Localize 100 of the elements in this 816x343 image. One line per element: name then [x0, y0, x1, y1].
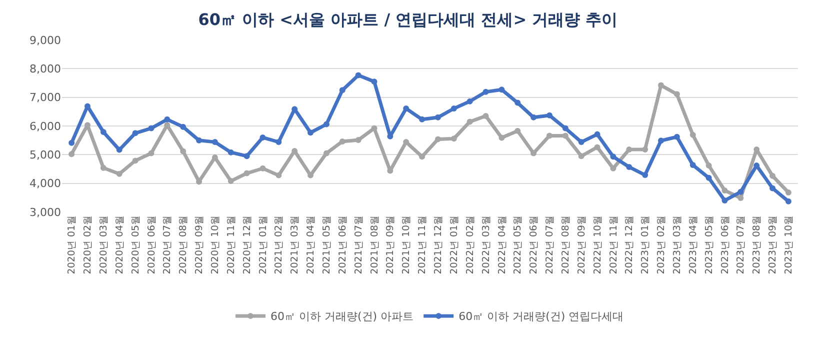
point — [498, 134, 505, 141]
point — [116, 170, 122, 177]
point — [706, 174, 712, 181]
y-tick-label: 3,000 — [30, 206, 61, 219]
y-tick-label: 7,000 — [30, 91, 61, 104]
y-tick-label: 4,000 — [30, 177, 61, 190]
x-tick-label: 2021년 03월 — [290, 214, 301, 274]
point — [578, 139, 584, 146]
point — [419, 154, 426, 160]
point — [68, 151, 75, 158]
point — [403, 106, 410, 112]
x-tick-label: 2022년 01월 — [448, 214, 460, 274]
legend-label: 60㎡ 이하 거래량(건) 연립다세대 — [458, 310, 624, 324]
point — [785, 190, 792, 196]
x-tick-label: 2022년 02월 — [464, 214, 476, 274]
x-tick-label: 2020년 01월 — [66, 214, 78, 274]
x-tick-label: 2022년 11월 — [608, 214, 620, 274]
point — [546, 132, 552, 139]
point — [690, 162, 696, 168]
point — [514, 100, 521, 106]
x-tick-label: 2020년 12월 — [242, 214, 253, 274]
x-tick-label: 2020년 02월 — [82, 214, 94, 274]
x-tick-label: 2020년 05월 — [130, 214, 142, 274]
point — [244, 153, 250, 160]
chart-title: 60㎡ 이하 <서울 아파트 / 연립다세대 전세> 거래량 추이 — [198, 10, 618, 29]
x-tick-label: 2020년 04월 — [114, 214, 126, 274]
point — [244, 170, 250, 176]
point — [180, 148, 186, 154]
x-tick-label: 2020년 03월 — [98, 214, 110, 274]
point — [626, 164, 632, 170]
x-tick-label: 2022년 04월 — [496, 214, 508, 274]
x-tick-label: 2022년 05월 — [512, 214, 524, 274]
x-tick-label: 2023년 04월 — [688, 214, 699, 274]
point — [674, 91, 680, 98]
point — [785, 198, 792, 204]
x-tick-label: 2023년 10월 — [784, 214, 795, 274]
point — [260, 134, 266, 140]
point — [610, 165, 616, 172]
point — [466, 118, 473, 125]
point — [562, 132, 568, 139]
point — [434, 136, 441, 142]
x-tick-label: 2020년 09월 — [194, 214, 206, 274]
point — [148, 150, 154, 156]
x-tick-label: 2022년 06월 — [528, 214, 540, 274]
point — [562, 125, 568, 132]
point — [355, 72, 362, 78]
x-tick-label: 2022년 08월 — [560, 214, 572, 274]
x-tick-label: 2022년 12월 — [624, 214, 636, 274]
x-tick-label: 2020년 06월 — [146, 214, 158, 274]
point — [148, 125, 154, 132]
x-tick-label: 2021년 12월 — [433, 214, 444, 274]
point — [323, 121, 330, 128]
x-tick-label: 2023년 06월 — [720, 214, 731, 274]
point — [132, 130, 138, 136]
point — [196, 137, 202, 144]
x-tick-label: 2021년 06월 — [337, 214, 348, 274]
point — [371, 78, 378, 85]
x-tick-label: 2023년 07월 — [736, 214, 747, 274]
point — [228, 149, 234, 156]
x-tick-label: 2023년 02월 — [656, 214, 668, 274]
point — [498, 86, 505, 93]
x-tick-label: 2021년 09월 — [385, 214, 396, 274]
x-tick-label: 2021년 07월 — [353, 214, 364, 274]
point — [546, 112, 552, 118]
point — [770, 172, 776, 179]
point — [658, 138, 664, 144]
point — [594, 144, 600, 150]
x-tick-label: 2021년 01월 — [258, 214, 269, 274]
point — [674, 134, 680, 140]
point — [482, 112, 489, 119]
point — [578, 153, 584, 160]
point — [722, 188, 728, 194]
x-tick-label: 2020년 07월 — [162, 214, 174, 274]
x-tick-label: 2022년 07월 — [544, 214, 556, 274]
point — [706, 162, 712, 169]
point — [610, 154, 616, 160]
point — [100, 164, 106, 171]
x-tick-label: 2020년 11월 — [226, 214, 237, 274]
point — [738, 188, 744, 195]
point — [260, 165, 266, 172]
point — [722, 198, 728, 204]
point — [339, 87, 346, 94]
point — [450, 106, 457, 112]
point — [642, 146, 648, 153]
x-tick-label: 2021년 02월 — [274, 214, 285, 274]
point — [180, 124, 186, 130]
x-tick-label: 2021년 10월 — [401, 214, 412, 274]
point — [690, 132, 696, 138]
point — [419, 116, 426, 122]
point — [100, 129, 106, 136]
point — [339, 138, 346, 144]
point — [323, 150, 330, 156]
point — [68, 140, 75, 146]
point — [530, 150, 537, 156]
x-tick-label: 2023년 01월 — [640, 214, 652, 274]
point — [642, 172, 648, 178]
point — [434, 114, 441, 120]
x-tick-label: 2021년 11월 — [417, 214, 428, 274]
point — [530, 114, 537, 120]
point — [482, 88, 489, 95]
